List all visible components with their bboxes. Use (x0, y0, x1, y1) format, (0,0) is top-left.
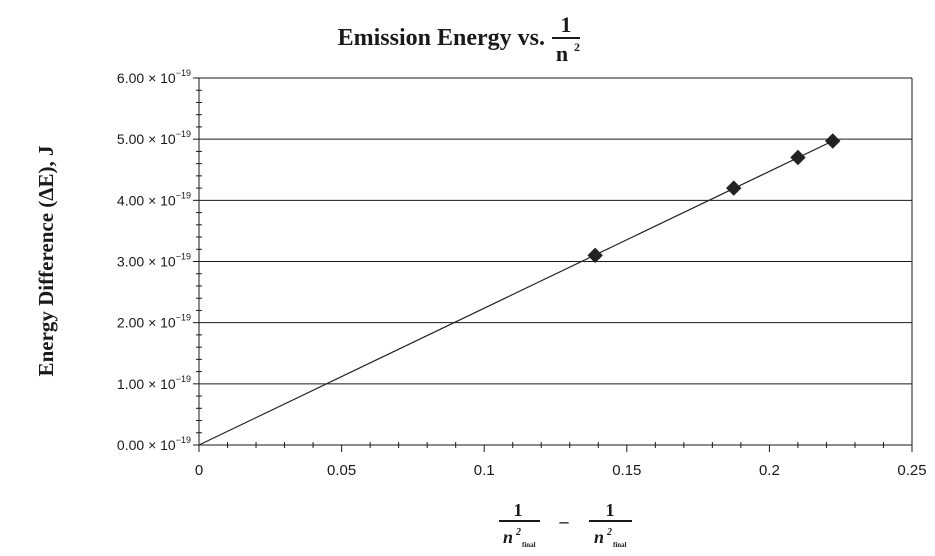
y-tick-base: 10 (160, 315, 176, 331)
y-tick-times: × (148, 376, 160, 392)
y-tick-base: 10 (160, 70, 176, 86)
data-points (587, 133, 841, 264)
chart-title-frac-den: n (556, 41, 568, 66)
y-tick-label: 0.00 × 10−19 (117, 435, 191, 453)
y-tick-exponent: −19 (176, 190, 191, 200)
y-tick-times: × (148, 315, 160, 331)
x-label-right-sub: final (613, 541, 627, 549)
x-label-operator: – (559, 511, 570, 531)
data-point (790, 149, 806, 166)
x-label-right-num: 1 (606, 500, 615, 520)
y-tick-labels: 0.00 × 10−191.00 × 10−192.00 × 10−193.00… (117, 68, 191, 453)
chart-title: Emission Energy vs. 1 n 2 (338, 12, 580, 66)
data-point (726, 180, 742, 196)
x-tick-label: 0.2 (759, 462, 780, 479)
y-tick-times: × (148, 437, 160, 453)
y-tick-mantissa: 1.00 (117, 376, 148, 392)
y-tick-mantissa: 6.00 (117, 70, 148, 86)
y-tick-exponent: −19 (176, 435, 191, 445)
x-label-left-den: n (503, 527, 513, 547)
y-tick-label: 5.00 × 10−19 (117, 129, 191, 147)
y-tick-times: × (148, 254, 160, 270)
y-tick-exponent: −19 (176, 68, 191, 78)
y-tick-mantissa: 2.00 (117, 315, 148, 331)
gridlines (199, 77, 912, 385)
y-tick-label: 6.00 × 10−19 (117, 68, 191, 86)
y-tick-base: 10 (160, 254, 176, 270)
trendline-segment (198, 140, 833, 446)
trendline (198, 140, 833, 446)
chart-title-frac-num: 1 (561, 12, 572, 37)
x-tick-label: 0.1 (474, 462, 495, 479)
x-tick-label: 0.15 (612, 462, 641, 479)
y-tick-label: 1.00 × 10−19 (117, 374, 191, 392)
y-tick-exponent: −19 (176, 252, 191, 262)
y-tick-exponent: −19 (176, 374, 191, 384)
data-point (587, 247, 603, 264)
y-tick-exponent: −19 (176, 313, 191, 323)
x-label-left-sub: final (522, 541, 536, 549)
y-tick-mantissa: 5.00 (117, 131, 148, 147)
x-label-left-num: 1 (514, 500, 523, 520)
chart-title-prefix: Emission Energy vs. (338, 25, 545, 51)
y-axis-label: Energy Difference (ΔE), J (34, 146, 58, 377)
x-label-right-exp: 2 (606, 527, 612, 538)
x-label-right-den: n (594, 527, 604, 547)
y-tick-exponent: −19 (176, 129, 191, 139)
y-tick-mantissa: 3.00 (117, 254, 148, 270)
y-tick-label: 4.00 × 10−19 (117, 190, 191, 208)
y-tick-base: 10 (160, 192, 176, 208)
data-point (825, 133, 841, 149)
y-tick-base: 10 (160, 131, 176, 147)
x-tick-label: 0.25 (897, 462, 926, 479)
ticks (193, 77, 913, 452)
y-tick-base: 10 (160, 437, 176, 453)
y-tick-label: 2.00 × 10−19 (117, 313, 191, 331)
y-tick-label: 3.00 × 10−19 (117, 252, 191, 270)
x-tick-label: 0 (195, 462, 203, 479)
chart-title-frac-exp: 2 (574, 40, 580, 54)
y-tick-times: × (148, 70, 160, 86)
x-axis-label: 1 n 2 final – 1 n 2 final (499, 500, 632, 549)
y-tick-mantissa: 4.00 (117, 192, 148, 208)
y-tick-mantissa: 0.00 (117, 437, 148, 453)
x-tick-label: 0.05 (327, 462, 356, 479)
y-tick-base: 10 (160, 376, 176, 392)
x-tick-labels: 0 0.05 0.1 0.15 0.2 0.25 (195, 462, 927, 479)
y-tick-times: × (148, 192, 160, 208)
x-label-left-exp: 2 (515, 527, 521, 538)
y-tick-times: × (148, 131, 160, 147)
